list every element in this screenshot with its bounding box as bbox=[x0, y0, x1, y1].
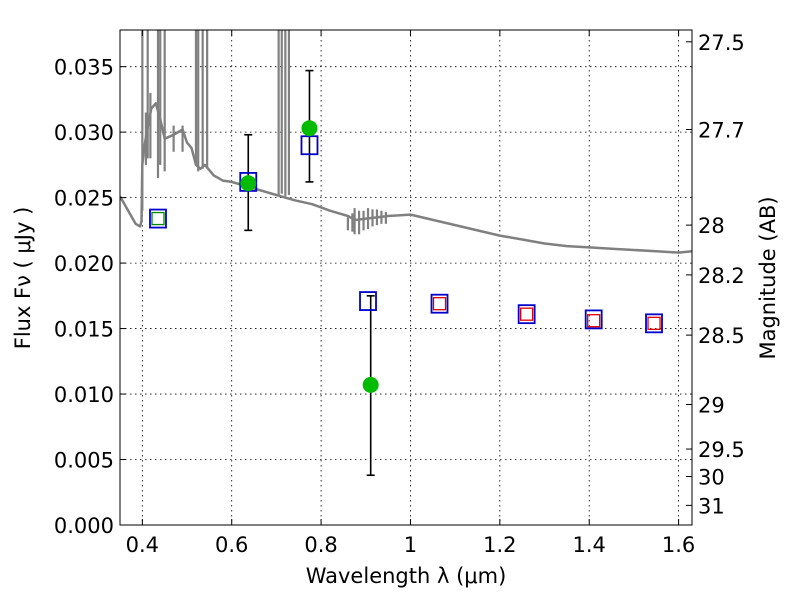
y-tick-label: 0.000 bbox=[54, 514, 114, 538]
y-tick-label: 0.035 bbox=[54, 56, 114, 80]
axes: 0.4 0.6 0.8 1 1.2 1.4 1.6 0.000 0.005 0.010 0.015 0… bbox=[54, 30, 745, 557]
y-axis-right-label: Magnitude (AB) bbox=[756, 196, 780, 359]
model-photometry-square bbox=[430, 293, 449, 314]
x-tick-label: 0.8 bbox=[304, 533, 337, 557]
plot-area bbox=[120, 30, 692, 477]
observed-point bbox=[240, 175, 257, 192]
model-photometry-square bbox=[517, 304, 536, 325]
x-tick-label: 0.6 bbox=[215, 533, 248, 557]
y-right-tick-label: 28.5 bbox=[698, 324, 745, 348]
x-tick-label: 1.6 bbox=[662, 533, 695, 557]
x-tick-label: 1 bbox=[404, 533, 417, 557]
model-photometry-square bbox=[645, 313, 663, 334]
y-tick-label: 0.030 bbox=[54, 121, 114, 145]
y-right-tick-label: 30 bbox=[698, 466, 725, 490]
y-right-tick-label: 29.5 bbox=[698, 438, 745, 462]
y-tick-label: 0.025 bbox=[54, 187, 114, 211]
model-photometry-square bbox=[359, 291, 377, 311]
model-photometry-square bbox=[584, 309, 603, 330]
y-right-tick-label: 27.7 bbox=[698, 119, 745, 143]
y-tick-label: 0.020 bbox=[54, 252, 114, 276]
y-right-tick-label: 28.2 bbox=[698, 264, 745, 288]
x-tick-label: 0.4 bbox=[126, 533, 159, 557]
model-photometry-square bbox=[149, 208, 167, 229]
y-right-tick-label: 29 bbox=[698, 394, 725, 418]
y-right-tick-label: 27.5 bbox=[698, 31, 745, 55]
y-right-tick-label: 28 bbox=[698, 214, 725, 238]
model-spectrum-line bbox=[120, 102, 692, 254]
grid bbox=[120, 30, 692, 526]
observed-point bbox=[362, 376, 379, 393]
secondary-photometry-square bbox=[647, 316, 661, 330]
secondary-photometry-square bbox=[520, 307, 534, 321]
y-tick-label: 0.005 bbox=[54, 449, 114, 473]
y-tick-label: 0.015 bbox=[54, 318, 114, 342]
secondary-photometry-square bbox=[432, 297, 447, 311]
plot-frame bbox=[119, 29, 693, 526]
y-tick-label: 0.010 bbox=[54, 383, 114, 407]
secondary-photometry-square bbox=[151, 211, 165, 226]
y-axis-label: Flux Fν ( μJy ) bbox=[11, 207, 35, 350]
x-tick-label: 1.2 bbox=[483, 533, 516, 557]
model-photometry-square bbox=[300, 135, 319, 156]
x-axis-label: Wavelength λ (μm) bbox=[306, 564, 507, 588]
observed-point bbox=[301, 120, 318, 137]
y-right-tick-label: 31 bbox=[698, 494, 725, 518]
secondary-photometry-square bbox=[587, 314, 601, 328]
x-tick-label: 1.4 bbox=[573, 533, 606, 557]
